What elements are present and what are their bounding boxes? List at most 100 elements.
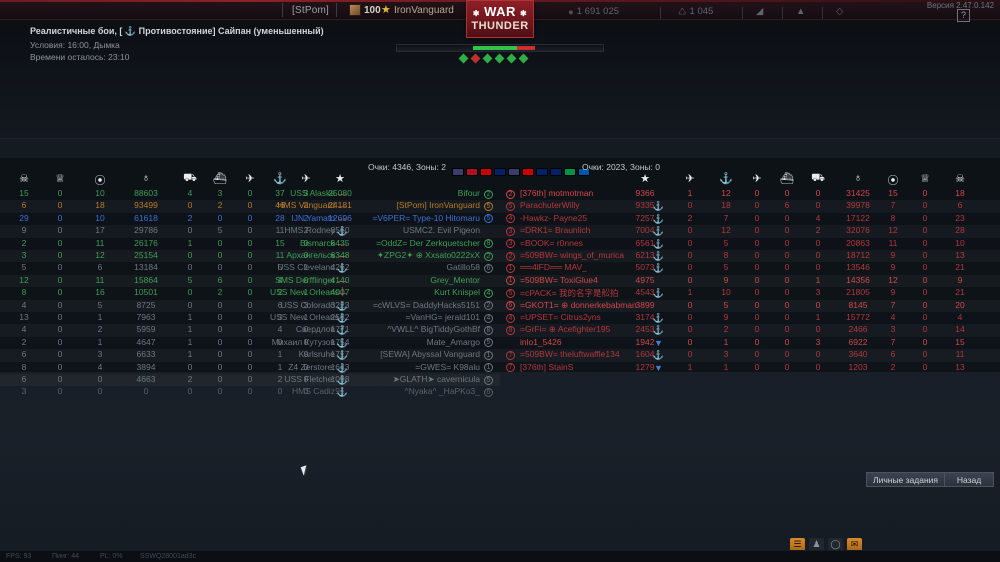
player-name[interactable]: Gatillo58 xyxy=(446,262,480,273)
table-row[interactable]: 9 0 17 29786 0 5 0 11 2 8560 HMS Rodney ⚓ USMC2. Evi… xyxy=(0,225,500,237)
player-name[interactable]: =GrFi= ⊕ Acefighter195 xyxy=(520,324,611,335)
aircraft-kill-icon[interactable]: ♕ xyxy=(920,173,930,185)
table-row[interactable]: 4 0 5 8725 0 0 0 6 3 3223 USS Colorado ⚓ =cWLVS= Dad… xyxy=(0,300,500,312)
golden-eagles[interactable]: ♺ 1 045 xyxy=(678,6,714,18)
table-row[interactable]: 6 =GKOT1= ⊕ donnerkebabman 3899 0 5 0 0 0 8145 7 0… xyxy=(500,300,1000,312)
player-name[interactable]: =GKOT1= ⊕ donnerkebabman xyxy=(520,299,637,310)
table-row[interactable]: 1 ══4lFD══ MAV_ ⚓ 5073 0 5 0 0 0 13546 9 0 21 xyxy=(500,262,1000,274)
table-row[interactable]: 1 =509BW= ToxiGlue4 4975 0 9 0 0 1 14356 12 0 9 xyxy=(500,275,1000,287)
silver-lions[interactable]: ● 1 691 025 xyxy=(568,6,620,18)
help-button[interactable]: ? xyxy=(957,9,970,22)
ship-icon[interactable]: ⚓ xyxy=(719,173,733,185)
table-row[interactable]: 13 0 1 7963 1 0 0 3 1 2582 USS New Orleans ⚓ =VanHG=… xyxy=(0,312,500,324)
capture-icon[interactable]: ⦿ xyxy=(887,175,899,187)
player-name[interactable]: ^Nyaka^ _HaPKo3_ xyxy=(404,386,480,397)
player-name[interactable]: =BOOK= r0nnes xyxy=(520,237,583,248)
table-row[interactable]: 3 0 12 25154 0 0 0 11 0 6348 Архангельск — ✦ZPG2✦ ⊕ … xyxy=(0,250,500,262)
player-name[interactable]: [376th] StainS xyxy=(520,361,574,372)
player-name[interactable]: ParachuterWilly xyxy=(520,200,580,211)
player-name[interactable]: USMC2. Evil Pigeon xyxy=(402,225,480,236)
skull-icon[interactable]: ☠ xyxy=(19,173,29,185)
player-name[interactable]: =509BW= theluftwaffle134 xyxy=(520,349,620,360)
player-name[interactable]: =cPACK= 我的名字是舩拍 xyxy=(520,288,619,299)
player-name[interactable]: Kurt Knispel xyxy=(434,287,480,298)
player-name[interactable]: Bifour xyxy=(457,188,480,198)
cell-plane: 1 xyxy=(687,361,693,372)
player-name[interactable]: [SEWA] Abyssal Vanguard xyxy=(380,349,480,360)
player-name[interactable]: =VanHG= jerald101 xyxy=(405,312,480,322)
table-row[interactable]: 3 0 0 0 0 0 0 0 0 91 HMS Cadiz ⚓ ^Nyaka^ _HaPKo3_ 6 xyxy=(0,386,500,398)
table-row[interactable]: 2 0 11 26176 1 0 0 15 0 6435 Bismarck — =OddZ= Der Z… xyxy=(0,238,500,250)
table-row[interactable]: 5 0 6 13184 0 0 0 5 1 4262 USS Cleveland ⚓ Gatillo58… xyxy=(0,262,500,274)
squad-icon[interactable]: ♟ xyxy=(809,538,824,551)
plane-icon[interactable]: ✈ xyxy=(301,173,311,185)
table-row[interactable]: 6 0 0 4663 2 0 0 2 0 1098 USS Fletcher ⚓ ➤GLATH➤ cav… xyxy=(0,374,500,386)
damage-icon[interactable]: ♁ xyxy=(141,172,151,184)
star-icon[interactable]: ★ xyxy=(335,173,345,185)
table-row[interactable]: 2 [376th] motmotman 9366 1 12 0 0 0 31425 15 0 18 xyxy=(500,188,1000,200)
player-name[interactable]: ══4lFD══ MAV_ xyxy=(520,262,587,273)
player-name[interactable]: ^VWLL^ BigTiddyGothBf xyxy=(387,324,480,335)
ship-icon[interactable]: ⚓ xyxy=(273,173,287,185)
damage-icon[interactable]: ♁ xyxy=(853,172,863,184)
research-points-icon[interactable]: ◢ xyxy=(756,6,764,17)
table-row[interactable]: 8 0 16 10501 0 2 0 2 1 4007 USS New Orleans — Kurt K… xyxy=(0,287,500,299)
aircraft-kill-icon[interactable]: ♕ xyxy=(55,173,65,185)
cell-boat: 6 xyxy=(784,200,790,211)
player-name[interactable]: =DRK1= Braunlich xyxy=(520,225,591,236)
table-row[interactable]: 4 -Hawkz- Payne25 ⚓ 7257 2 7 0 0 4 17122 8 0 23 xyxy=(500,213,1000,225)
chat-icon[interactable]: ◯ xyxy=(828,538,843,551)
boat-icon[interactable]: ⛴ xyxy=(780,173,794,185)
table-row[interactable]: 6 0 3 6633 1 0 0 1 0 1717 Karlsruhe ⚓ [SEWA] Abyssal… xyxy=(0,349,500,361)
player-name[interactable]: =509BW= ToxiGlue4 xyxy=(520,274,598,285)
table-row[interactable]: 5 =cPACK= 我的名字是舩拍 ⚓ 4543 1 10 0 0 3 21805 9 0 21 xyxy=(500,287,1000,299)
aa-icon[interactable]: ✈ xyxy=(245,173,255,185)
player-name[interactable]: =509BW= wings_of_murica xyxy=(520,250,624,260)
table-row[interactable]: 8 =GrFi= ⊕ Acefighter195 ⚓ 2453 0 2 0 0 0 2466 3 0 1… xyxy=(500,324,1000,336)
personal-tasks-button[interactable]: Личные задания xyxy=(866,472,946,487)
table-row[interactable]: inlo1_5426 ▼ 1942 0 1 0 0 3 6922 7 0 15 xyxy=(500,337,1000,349)
skull-icon[interactable]: ☠ xyxy=(955,173,965,185)
player-name[interactable]: =UPSET= Citrus2yns xyxy=(520,312,601,322)
player-name[interactable]: [StPom] IronVanguard xyxy=(396,200,480,211)
tank-icon[interactable]: ⛟ xyxy=(811,172,825,184)
player-name[interactable]: Grey_Mentor xyxy=(430,274,480,285)
table-row[interactable]: 12 0 11 15864 5 6 0 4 0 4140 SMS Derfflinger —❘ Grey… xyxy=(0,274,500,296)
table-row[interactable]: 2 =509BW= wings_of_murica ⚓ 6213 0 8 0 0 0 18712 9… xyxy=(500,250,1000,262)
table-row[interactable]: 3 =BOOK= r0nnes ⚓ 6561 0 5 0 0 0 20863 11 0 10 xyxy=(500,238,1000,250)
table-row[interactable]: 4 0 2 5959 1 0 0 4 0 1771 Свердлов ⚓ ^VWLL^ BigTiddy… xyxy=(0,324,500,336)
table-row[interactable]: 4 =UPSET= Citrus2yns ⚓ 3174 0 9 0 0 1 15772 4 0 4 xyxy=(500,312,1000,324)
plane-icon[interactable]: ✈ xyxy=(685,173,695,185)
table-row[interactable]: 6 0 18 93499 0 2 0 46 2 24181 HMS Vanguard — [StPom]… xyxy=(0,200,500,212)
table-row[interactable]: 5 ParachuterWilly ⚓ 9335 0 18 0 6 0 39978 7 0 6 xyxy=(500,200,1000,212)
player-name[interactable]: Mate_Amargo xyxy=(426,336,480,347)
table-row[interactable]: 29 0 10 61618 2 0 0 28 2 12696 IJN Yamato — =V6PER= … xyxy=(0,213,500,225)
table-row[interactable]: 2 0 1 4647 1 0 0 0 0 1754 Михаил Кутузов ⚓ Mate_Amar… xyxy=(0,337,500,349)
player-name[interactable]: =OddZ= Der Zerkquetscher xyxy=(376,237,480,248)
mail-icon[interactable]: ✉ xyxy=(847,538,862,551)
aa-icon[interactable]: ✈ xyxy=(752,173,762,185)
player-name[interactable]: ✦ZPG2✦ ⊕ Xxsato0222xX xyxy=(376,250,480,260)
back-button[interactable]: Назад xyxy=(944,472,994,487)
star-icon[interactable]: ★ xyxy=(640,173,650,185)
table-row[interactable]: 7 =509BW= theluftwaffle134 ⚓ 1604 0 3 0 0 0 3640 6… xyxy=(500,349,1000,361)
player-name[interactable]: -Hawkz- Payne25 xyxy=(520,212,588,223)
player-name[interactable]: =V6PER= Type-10 Hitomaru xyxy=(372,212,480,223)
tasks-icon[interactable]: ☰ xyxy=(790,538,805,551)
table-row[interactable]: 15 0 10 88603 4 3 0 37 3 25080 USS Alaska — Bifour 2 xyxy=(0,188,500,200)
cell-plane: 0 xyxy=(303,361,309,372)
tank-icon[interactable]: ⛟ xyxy=(183,172,197,184)
table-row[interactable]: 8 0 4 3894 0 0 0 1 0 1643 Z4 Zerstorer ⚓ =GWES= K98a… xyxy=(0,362,500,374)
table-row[interactable]: 7 [376th] StainS ▼ 1279 1 1 0 0 0 1203 2 0 13 xyxy=(500,362,1000,374)
player-name[interactable]: ➤GLATH➤ cavernicula xyxy=(392,374,480,384)
player-name[interactable]: [376th] motmotman xyxy=(520,188,594,198)
player-name[interactable]: =GWES= K98alu xyxy=(415,361,480,372)
crew-xp-icon[interactable]: ▲ xyxy=(796,6,806,17)
warbonds-icon[interactable]: ◇ xyxy=(836,6,844,17)
capture-icon[interactable]: ⦿ xyxy=(94,175,106,187)
table-row[interactable]: 3 =DRK1= Braunlich ⚓ 7004 0 12 0 0 2 32076 12 0 28 xyxy=(500,225,1000,237)
player-name[interactable]: =cWLVS= DaddyHacks5151 xyxy=(372,299,480,310)
cell-caps: 6 xyxy=(890,349,896,360)
player-name[interactable]: inlo1_5426 xyxy=(520,336,562,347)
boat-icon[interactable]: ⛴ xyxy=(213,173,227,185)
